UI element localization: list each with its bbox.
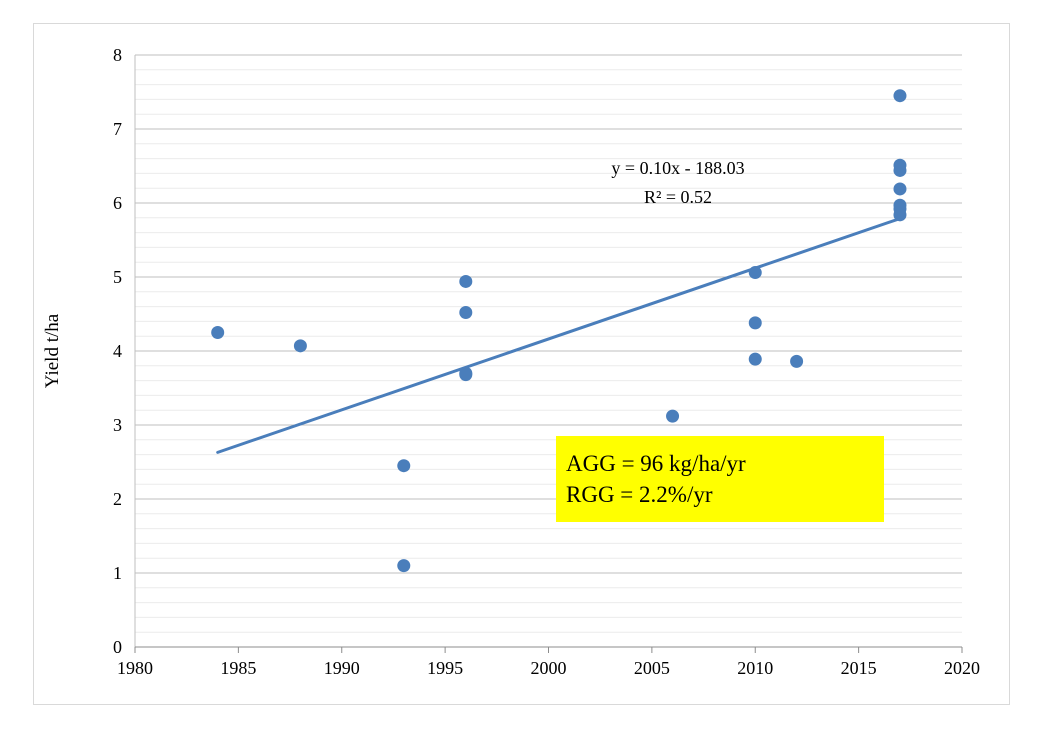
y-tick-label: 1: [113, 563, 122, 583]
data-point: [397, 459, 411, 473]
x-tick-label: 1985: [220, 658, 256, 678]
data-point: [893, 163, 907, 177]
data-point: [459, 368, 473, 382]
y-tick-label: 2: [113, 489, 122, 509]
x-tick-label: 1990: [324, 658, 360, 678]
data-point: [748, 316, 762, 330]
data-point: [293, 339, 307, 353]
x-tick-labels: 1980 1985 1990 1995 2000 2005 2010 2015 2020: [117, 647, 980, 678]
y-tick-label: 3: [113, 415, 122, 435]
x-tick-label: 2000: [531, 658, 567, 678]
data-point: [459, 306, 473, 320]
y-tick-label: 6: [113, 193, 122, 213]
data-point: [459, 274, 473, 288]
data-points: [211, 89, 907, 573]
data-point: [893, 89, 907, 103]
data-point: [211, 326, 225, 339]
y-tick-label: 4: [113, 341, 122, 361]
y-tick-label: 0: [113, 637, 122, 657]
y-tick-label: 5: [113, 267, 122, 287]
x-tick-label: 2015: [841, 658, 877, 678]
trendline-group: [216, 217, 902, 454]
y-tick-labels: 0 1 2 3 4 5 6 7 8: [113, 45, 122, 657]
x-tick-label: 2005: [634, 658, 670, 678]
x-tick-label: 1980: [117, 658, 153, 678]
data-point: [893, 208, 907, 222]
trendline-equation: y = 0.10x - 188.03: [611, 158, 744, 178]
data-point: [790, 354, 804, 368]
chart-frame: [33, 23, 1010, 705]
rgg-label: RGG = 2.2%/yr: [566, 482, 713, 507]
data-point: [666, 409, 680, 423]
agg-label: AGG = 96 kg/ha/yr: [566, 451, 746, 476]
trendline: [216, 217, 902, 454]
x-tick-label: 2010: [737, 658, 773, 678]
growth-stats-box: AGG = 96 kg/ha/yr RGG = 2.2%/yr: [556, 436, 884, 522]
x-tick-label: 1995: [427, 658, 463, 678]
y-tick-label: 7: [113, 119, 122, 139]
data-point: [748, 352, 762, 366]
data-point: [397, 559, 411, 573]
y-tick-label: 8: [113, 45, 122, 65]
x-tick-label: 2020: [944, 658, 980, 678]
data-point: [748, 266, 762, 280]
y-axis-title: Yield t/ha: [42, 313, 63, 388]
data-point: [893, 182, 907, 196]
grid-lines: [135, 54, 962, 633]
trendline-r-squared: R² = 0.52: [644, 187, 712, 207]
